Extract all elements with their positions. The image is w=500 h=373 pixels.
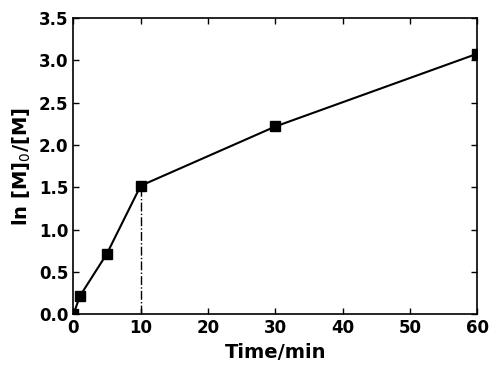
X-axis label: Time/min: Time/min [224,343,326,362]
Y-axis label: ln [M]$_0$/[M]: ln [M]$_0$/[M] [11,107,34,226]
